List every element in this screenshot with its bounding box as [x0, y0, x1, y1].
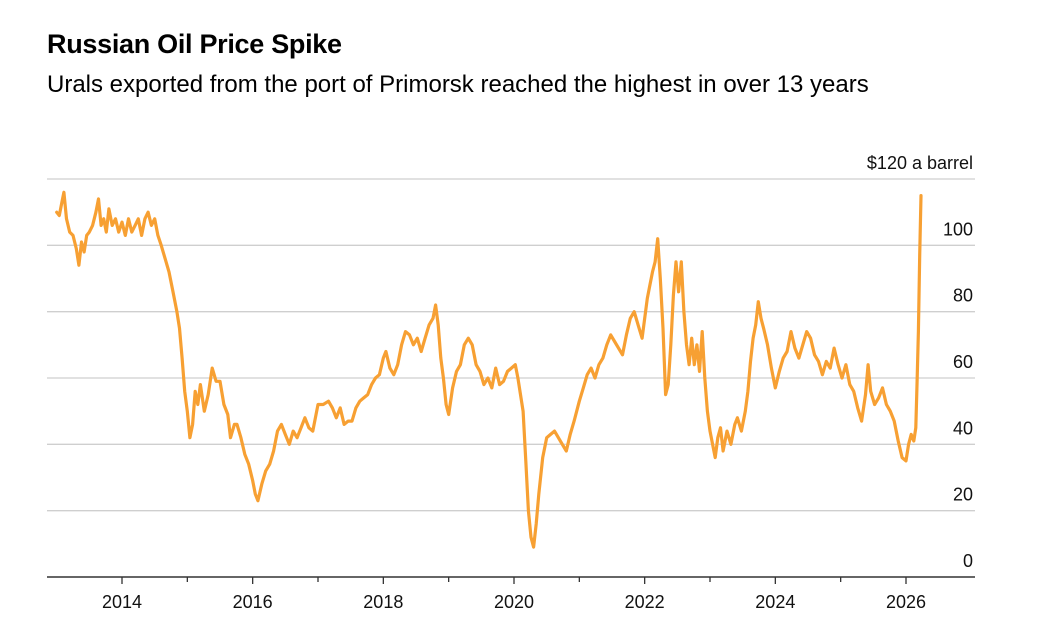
- y-tick-label: 100: [943, 219, 973, 239]
- y-axis-labels: 0 20 40 60 80 100 $120 a barrel: [867, 153, 973, 571]
- x-tick-label: 2024: [755, 592, 795, 612]
- y-unit-label: $120 a barrel: [867, 153, 973, 173]
- y-tick-label: 80: [953, 286, 973, 306]
- chart-subtitle: Urals exported from the port of Primorsk…: [47, 71, 869, 98]
- x-tick-label: 2022: [625, 592, 665, 612]
- y-tick-label: 40: [953, 418, 973, 438]
- y-tick-label: 20: [953, 485, 973, 505]
- x-tick-label: 2014: [102, 592, 142, 612]
- x-tick-label: 2016: [233, 592, 273, 612]
- x-tick-label: 2018: [363, 592, 403, 612]
- gridlines: [47, 178, 975, 512]
- series-line: [55, 190, 923, 549]
- series-layer: [55, 190, 923, 549]
- x-tick-label: 2020: [494, 592, 534, 612]
- y-tick-label: 0: [963, 551, 973, 571]
- chart-title: Russian Oil Price Spike: [47, 29, 342, 59]
- x-axis: 2014 2016 2018 2020 2022 2024 2026: [47, 576, 975, 612]
- x-tick-label: 2026: [886, 592, 926, 612]
- y-tick-label: 60: [953, 352, 973, 372]
